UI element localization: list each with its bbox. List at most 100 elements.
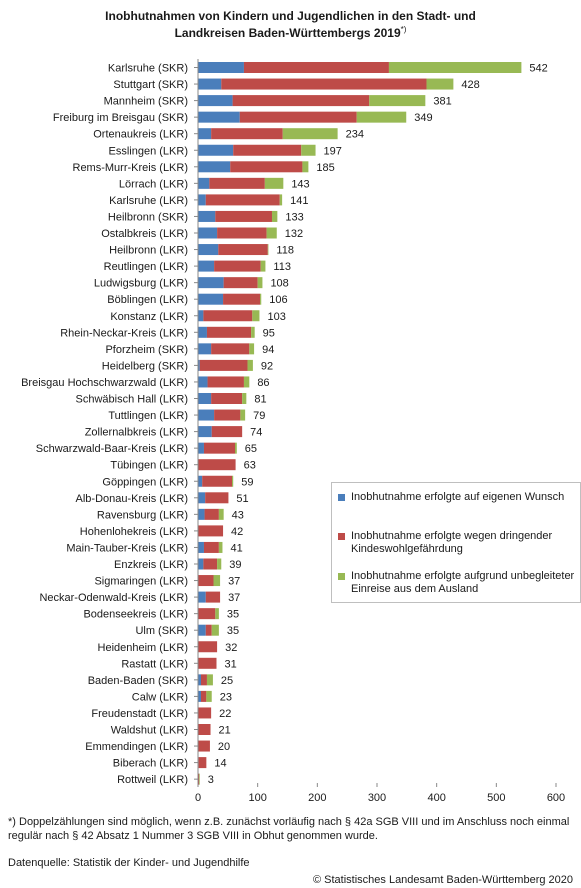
bar-segment — [205, 194, 280, 206]
category-label: Calw (LKR) — [132, 691, 188, 703]
category-label: Heidenheim (LKR) — [98, 642, 188, 654]
category-label: Rastatt (LKR) — [121, 658, 188, 670]
bar-segment — [198, 177, 210, 189]
bar-segment — [198, 757, 207, 769]
bar-segment — [203, 310, 253, 322]
total-label: 113 — [273, 261, 291, 273]
bar-segment — [203, 442, 235, 454]
bar-segment — [198, 393, 212, 404]
category-label: Esslingen (LKR) — [109, 145, 188, 157]
bar-segment — [215, 210, 272, 222]
bar-segment — [198, 144, 234, 156]
category-label: Ludwigsburg (LKR) — [94, 278, 188, 290]
total-label: 20 — [218, 741, 230, 753]
total-label: 79 — [253, 410, 265, 422]
total-label: 21 — [219, 725, 231, 737]
category-label: Heidelberg (SKR) — [102, 360, 188, 372]
bar-segment — [206, 690, 212, 702]
category-label: Reutlingen (LKR) — [104, 261, 188, 273]
total-label: 3 — [208, 774, 214, 786]
category-label: Karlsruhe (LKR) — [109, 195, 188, 207]
category-label: Stuttgart (SKR) — [113, 79, 188, 91]
category-label: Tuttlingen (LKR) — [108, 410, 188, 422]
total-label: 39 — [229, 559, 241, 571]
total-label: 35 — [227, 625, 239, 637]
x-tick-label: 500 — [487, 792, 505, 804]
total-label: 37 — [228, 576, 240, 588]
total-label: 86 — [257, 377, 269, 389]
legend-swatch-unaccompanied — [338, 573, 345, 580]
chart-legend: Inobhutnahme erfolgte auf eigenen Wunsch… — [331, 482, 581, 603]
bar-segment — [198, 426, 212, 438]
bar-segment — [207, 376, 244, 388]
total-label: 63 — [244, 460, 256, 472]
bar-segment — [205, 624, 212, 636]
bar-segment — [198, 624, 206, 636]
total-label: 92 — [261, 360, 273, 372]
bar-segment — [199, 359, 248, 371]
bar-segment — [198, 359, 200, 371]
x-tick-label: 300 — [368, 792, 386, 804]
bar-segment — [198, 740, 210, 752]
bar-segment — [279, 194, 283, 206]
bar-segment — [204, 508, 219, 520]
chart-title-line-1: Inobhutnahmen von Kindern und Jugendlich… — [105, 9, 476, 23]
bar-segment — [198, 78, 222, 90]
category-label: Pforzheim (SKR) — [105, 344, 188, 356]
bar-segment — [203, 541, 219, 553]
category-label: Schwarzwald-Baar-Kreis (LKR) — [36, 443, 188, 455]
total-label: 542 — [529, 63, 547, 75]
bar-segment — [198, 161, 231, 173]
bar-segment — [211, 426, 243, 438]
bar-segment — [218, 541, 223, 553]
chart-title: Inobhutnahmen von Kindern und Jugendlich… — [0, 9, 581, 40]
category-label: Heilbronn (LKR) — [109, 245, 188, 257]
bar-segment — [282, 128, 338, 140]
total-label: 22 — [219, 708, 231, 720]
total-label: 428 — [461, 79, 479, 91]
category-label: Karlsruhe (SKR) — [108, 63, 188, 75]
bar-segment — [198, 409, 215, 421]
total-label: 234 — [346, 129, 364, 141]
x-tick-label: 200 — [308, 792, 326, 804]
bar-segment — [198, 475, 203, 487]
category-label: Rottweil (LKR) — [117, 774, 188, 786]
total-label: 31 — [224, 658, 236, 670]
bar-segment — [198, 111, 240, 123]
bar-segment — [242, 393, 247, 404]
category-label: Baden-Baden (SKR) — [88, 675, 188, 687]
bar-segment — [257, 277, 263, 289]
bar-segment — [198, 541, 204, 553]
bar-segment — [198, 128, 212, 140]
bar-segment — [198, 95, 233, 107]
chart-title-line-2: Landkreisen Baden-Württembergs 2019 — [174, 26, 401, 40]
bar-segment — [211, 393, 243, 404]
category-label: Ravensburg (LKR) — [97, 509, 188, 521]
bar-segment — [198, 591, 206, 603]
bar-segment — [211, 343, 250, 355]
legend-swatch-child-welfare — [338, 533, 345, 540]
total-label: 81 — [254, 394, 266, 406]
total-label: 32 — [225, 642, 237, 654]
total-label: 108 — [270, 278, 288, 290]
total-label: 42 — [231, 526, 243, 538]
total-label: 43 — [232, 509, 244, 521]
category-label: Neckar-Odenwald-Kreis (LKR) — [39, 592, 188, 604]
bar-segment — [223, 293, 261, 305]
bar-segment — [218, 508, 224, 520]
bar-segment — [249, 343, 255, 355]
total-label: 197 — [324, 145, 342, 157]
bar-segment — [264, 177, 284, 189]
bar-segment — [198, 459, 236, 471]
category-label: Schwäbisch Hall (LKR) — [76, 394, 188, 406]
total-label: 37 — [228, 592, 240, 604]
category-label: Rhein-Neckar-Kreis (LKR) — [60, 327, 188, 339]
copyright: © Statistisches Landesamt Baden-Württemb… — [312, 874, 573, 886]
category-label: Biberach (LKR) — [113, 758, 188, 770]
bar-segment — [217, 558, 222, 570]
bar-segment — [198, 293, 224, 305]
category-label: Bodenseekreis (LKR) — [83, 609, 188, 621]
bar-segment — [198, 608, 216, 620]
total-label: 185 — [316, 162, 334, 174]
bar-segment — [247, 359, 253, 371]
